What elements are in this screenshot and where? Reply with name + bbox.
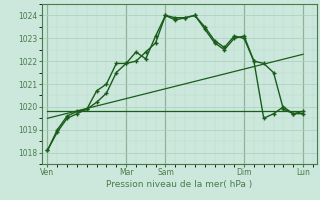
X-axis label: Pression niveau de la mer( hPa ): Pression niveau de la mer( hPa ) (106, 180, 252, 189)
